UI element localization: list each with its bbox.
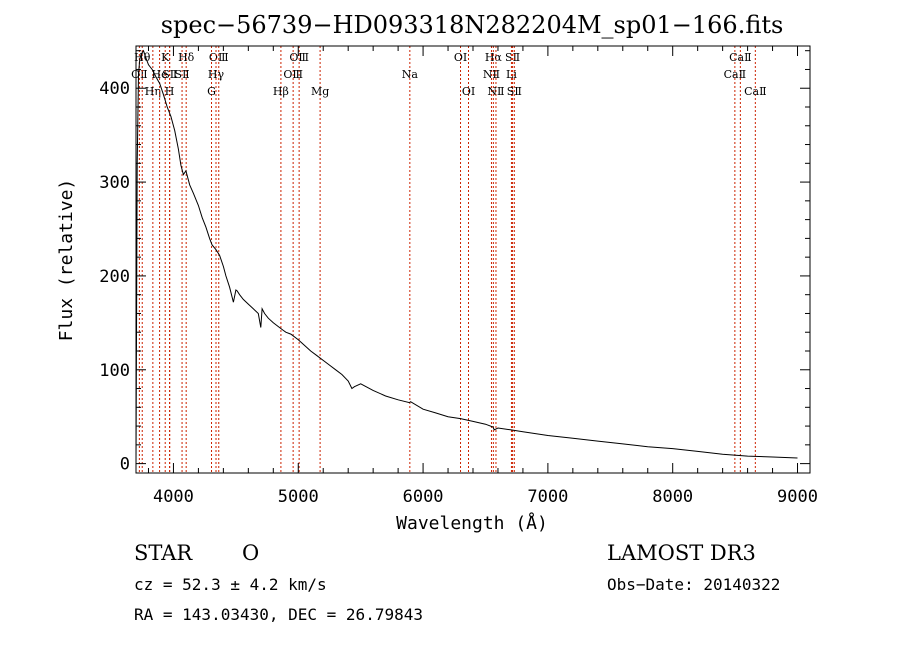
x-tick-label-4: 8000 [652,487,693,507]
x-tick-label-1: 5000 [278,487,319,507]
emission-line-label-14: OⅢ [283,68,303,81]
emission-line-label-10: Hγ [208,68,225,81]
spectrum-line [135,49,798,464]
emission-line-label-21: NⅡ [483,68,500,81]
emission-line-label-27: CaⅡ [744,85,766,98]
y-tick-label-1: 100 [99,361,130,381]
emission-line-label-2: Hη [145,85,161,98]
x-tick-label-0: 4000 [153,487,194,507]
chart-title: spec−56739−HD093318N282204M_sp01−166.fit… [161,11,784,39]
emission-line-label-24: SⅡ [507,85,522,98]
object-class: STAR [134,541,193,565]
obs-date: Obs−Date: 20140322 [607,575,780,594]
emission-line-label-0: OⅡ [131,68,148,81]
emission-line-label-17: OⅠ [454,51,467,64]
emission-line-label-9: OⅢ [209,51,229,64]
x-axis-label: Wavelength (Å) [396,512,548,534]
x-tick-label-5: 9000 [777,487,818,507]
object-subclass: O [242,541,259,565]
x-tick-label-2: 6000 [403,487,444,507]
plot-frame [135,45,811,474]
y-tick-label-0: 0 [120,455,130,475]
emission-line-label-7: Hδ [178,51,195,64]
emission-line-label-4: K [161,51,170,64]
emission-line-label-25: CaⅡ [729,51,751,64]
emission-line-label-23: NⅡ [487,85,504,98]
emission-line-label-22: Li [506,68,517,81]
emission-line-label-8: SⅡ [175,68,190,81]
y-tick-label-3: 300 [99,173,130,193]
x-tick-label-3: 7000 [527,487,568,507]
spectrum-series [135,49,798,464]
emission-line-label-3: He [152,68,168,81]
redshift-cz: cz = 52.3 ± 4.2 km/s [134,575,327,594]
emission-line-label-11: G [207,85,216,98]
y-tick-label-4: 400 [99,79,130,99]
emission-line-label-12: Hβ [273,85,289,98]
emission-line-label-15: Mg [311,85,329,98]
x-axis: 4000 5000 6000 7000 8000 9000 [147,46,818,507]
coordinates: RA = 143.03430, DEC = 26.79843 [134,605,423,624]
survey-name: LAMOST DR3 [607,541,756,565]
y-tick-label-2: 200 [99,267,130,287]
emission-line-label-6: H [165,85,175,98]
emission-line-label-26: CaⅡ [724,68,746,81]
emission-line-label-13: OⅢ [289,51,309,64]
emission-line-label-19: Hα [485,51,503,64]
y-axis: 0 100 200 300 400 [99,50,810,475]
emission-line-label-18: OⅠ [462,85,475,98]
emission-line-label-16: Na [402,68,419,81]
y-axis-label: Flux (relative) [56,179,77,342]
emission-line-label-20: SⅡ [505,51,520,64]
